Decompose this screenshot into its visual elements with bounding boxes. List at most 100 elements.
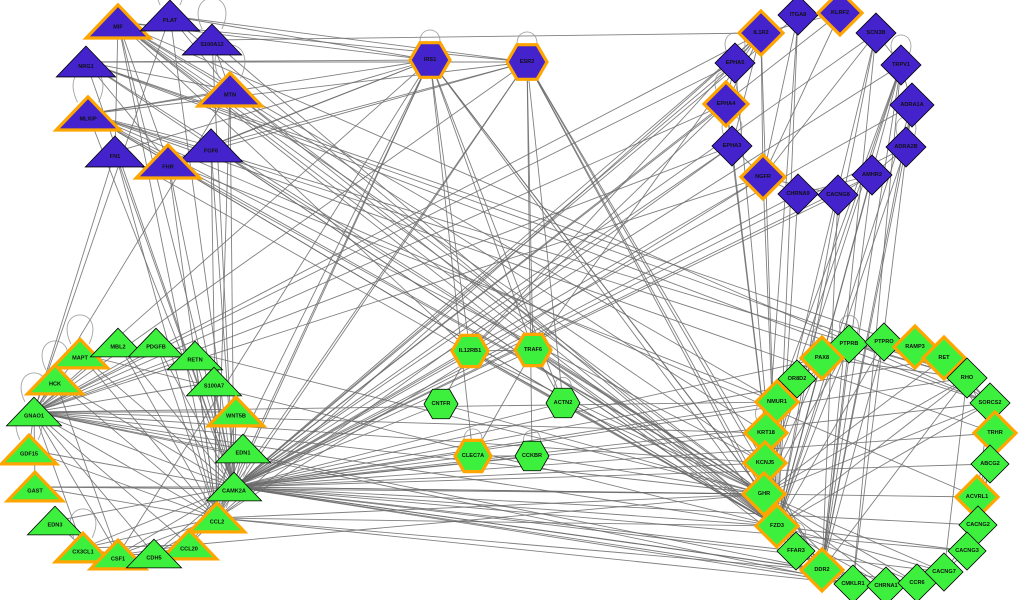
hexagon-node-shape[interactable] [450,333,490,369]
graph-node[interactable]: EDN3 [26,505,84,536]
diamond-node-shape[interactable] [970,444,1010,484]
graph-node[interactable]: MTN [194,70,266,108]
diamond-node-shape[interactable] [714,42,756,84]
graph-node[interactable]: KLRF2 [815,0,865,38]
diamond-node-shape[interactable] [833,564,873,600]
triangle-node-shape[interactable] [157,527,221,561]
graph-node[interactable]: GAST [3,469,67,503]
diamond-node-shape[interactable] [947,531,987,571]
triangle-node-shape[interactable] [214,433,272,464]
hexagon-node-shape[interactable] [505,43,549,81]
diamond-node-shape[interactable] [711,125,753,167]
graph-node[interactable]: ESR2 [505,43,549,81]
hexagon-node-shape[interactable] [408,41,452,79]
triangle-node-shape[interactable] [23,362,87,396]
diamond-node-shape[interactable] [777,0,819,36]
triangle-node-shape[interactable] [132,142,204,180]
diamond-node-shape[interactable] [798,546,846,594]
graph-node[interactable]: CLEC7A [453,438,493,474]
graph-edge [210,61,528,147]
diamond-node-shape[interactable] [920,334,968,382]
graph-node[interactable]: PLAT [139,0,201,32]
diamond-node-shape[interactable] [753,502,801,550]
triangle-node-shape[interactable] [205,471,263,502]
diamond-node-shape[interactable] [815,0,865,38]
diamond-node-shape[interactable] [971,409,1019,457]
diamond-node-shape[interactable] [880,44,922,86]
graph-edge [233,103,727,488]
diamond-node-shape[interactable] [864,322,904,362]
graph-node[interactable]: MIF [82,2,154,40]
diamond-node-shape[interactable] [798,334,846,382]
graph-node[interactable]: IL1R2 [736,8,786,58]
triangle-node-shape[interactable] [185,500,249,534]
triangle-node-shape[interactable] [3,469,67,503]
graph-edge [33,401,778,413]
graph-node[interactable]: TRPV1 [880,44,922,86]
graph-node[interactable]: ADRA1A [889,82,935,128]
diamond-node-shape[interactable] [777,359,817,399]
triangle-node-shape[interactable] [51,530,115,564]
triangle-node-shape[interactable] [194,70,266,108]
graph-node[interactable]: IL12RB1 [450,333,490,369]
graph-node[interactable]: SCN3B [855,12,897,54]
diamond-node-shape[interactable] [851,154,893,196]
diamond-node-shape[interactable] [866,566,906,600]
triangle-node-shape[interactable] [82,2,154,40]
graph-edge [532,349,778,527]
diamond-node-shape[interactable] [897,563,937,600]
graph-node[interactable]: TRHR [971,409,1019,457]
diamond-node-shape[interactable] [740,470,788,518]
diamond-node-shape[interactable] [855,12,897,54]
hexagon-node-shape[interactable] [545,387,581,419]
triangle-node-shape[interactable] [125,538,183,569]
graph-node[interactable]: CNTFR [423,388,459,420]
triangle-node-shape[interactable] [166,340,224,371]
graph-edge [762,32,877,178]
graph-node[interactable]: PDGFB [127,327,185,358]
triangle-node-shape[interactable] [181,23,243,56]
graph-node[interactable]: MLXIP [52,94,124,132]
hexagon-node-shape[interactable] [453,438,493,474]
graph-node[interactable]: FGF6 [178,128,244,163]
graph-edge [33,151,116,413]
diamond-node-shape[interactable] [738,152,788,202]
triangle-node-shape[interactable] [89,327,147,358]
hexagon-node-shape[interactable] [513,332,553,368]
diamond-node-shape[interactable] [777,173,819,215]
triangle-node-shape[interactable] [204,394,268,428]
diamond-node-shape[interactable] [736,8,786,58]
triangle-node-shape[interactable] [86,537,150,571]
graph-edge [821,194,839,571]
triangle-node-shape[interactable] [185,366,243,397]
triangle-node-shape[interactable] [55,45,117,78]
diamond-node-shape[interactable] [885,126,927,168]
triangle-node-shape[interactable] [5,396,63,427]
triangle-node-shape[interactable] [178,128,244,163]
diamond-node-shape[interactable] [701,79,751,129]
graph-node[interactable]: GDF15 [0,432,61,466]
graph-node[interactable]: HCK [23,362,87,396]
self-loop-edge [724,32,746,56]
graph-node[interactable]: TRAF6 [513,332,553,368]
triangle-node-shape[interactable] [127,327,185,358]
triangle-node-shape[interactable] [52,94,124,132]
hexagon-node-shape[interactable] [514,440,550,472]
diamond-node-shape[interactable] [776,531,816,571]
graph-node[interactable]: IRS1 [408,41,452,79]
hexagon-node-shape[interactable] [423,388,459,420]
diamond-node-shape[interactable] [889,82,935,128]
graph-node[interactable]: ACTN2 [545,387,581,419]
graph-edge [763,402,991,495]
graph-edge [762,12,841,178]
graph-node[interactable]: ITGA8 [777,0,819,36]
triangle-node-shape[interactable] [26,505,84,536]
triangle-node-shape[interactable] [84,135,146,168]
triangle-node-shape[interactable] [0,432,61,466]
diamond-node-shape[interactable] [946,357,988,399]
graph-edge [216,61,528,519]
triangle-node-shape[interactable] [139,0,201,32]
diamond-node-shape[interactable] [817,174,859,216]
